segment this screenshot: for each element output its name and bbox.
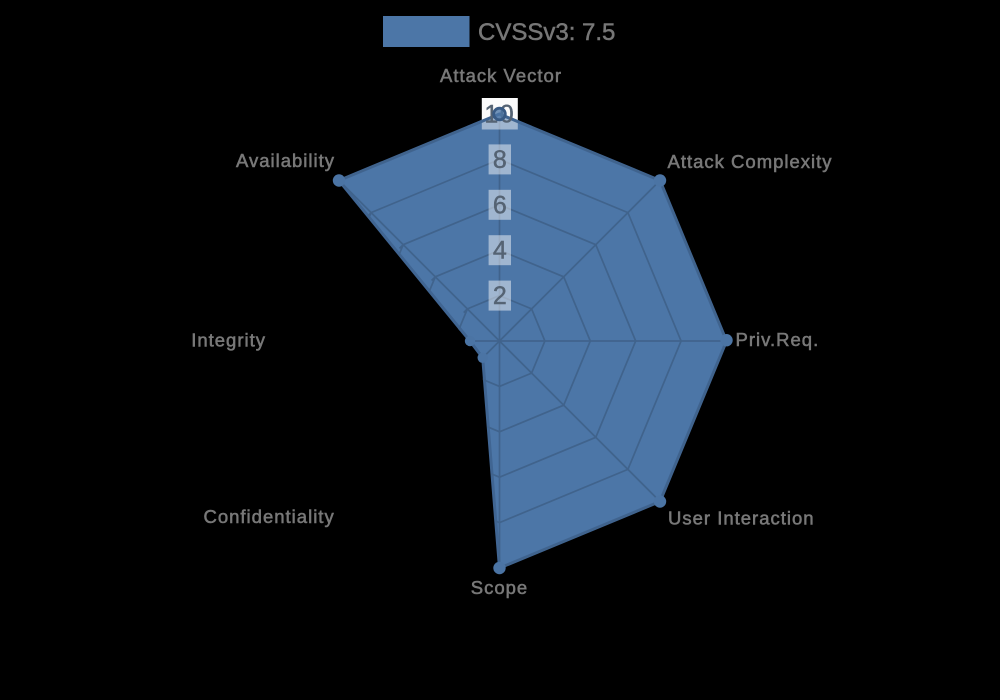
svg-text:2: 2 [493,282,507,310]
svg-text:Availability: Availability [236,150,335,171]
svg-text:Scope: Scope [471,577,528,598]
svg-text:Confidentiality: Confidentiality [203,506,334,527]
svg-text:CVSSv3: 7.5: CVSSv3: 7.5 [478,19,615,46]
svg-text:Priv.Req.: Priv.Req. [736,329,820,350]
svg-text:Integrity: Integrity [191,330,266,351]
svg-text:10: 10 [484,101,515,129]
svg-text:6: 6 [493,191,507,219]
svg-text:User Interaction: User Interaction [668,508,815,529]
svg-text:8: 8 [493,146,507,174]
svg-text:4: 4 [493,237,507,265]
svg-text:Attack Vector: Attack Vector [440,65,562,86]
svg-text:Attack Complexity: Attack Complexity [668,151,833,172]
